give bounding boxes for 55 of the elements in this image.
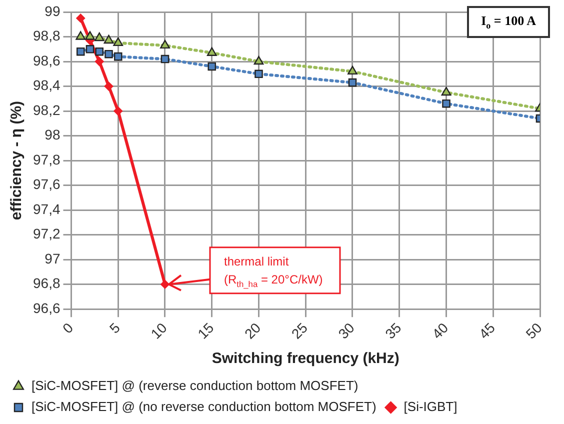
y-tick-label: 98,2	[33, 102, 60, 118]
point	[442, 99, 450, 108]
point	[104, 34, 114, 44]
x-tick-label: 20	[241, 319, 264, 342]
x-axis-title: Switching frequency (kHz)	[212, 350, 400, 368]
point	[94, 32, 104, 42]
x-tick-label: 15	[194, 319, 217, 342]
annotation: I$_{o}$ = 100 A	[467, 6, 550, 38]
point	[254, 56, 264, 65]
point	[114, 52, 122, 61]
y-tick-label: 99	[44, 2, 60, 19]
point	[206, 47, 217, 56]
point	[94, 57, 104, 66]
point	[160, 280, 170, 289]
y-tick-label: 98,4	[33, 77, 60, 94]
x-tick-label: 40	[428, 319, 452, 342]
legend-label: [Si-IGBT]	[404, 399, 458, 414]
y-tick-label: 96,6	[33, 300, 60, 316]
point	[104, 50, 113, 58]
x-tick-label: 10	[148, 319, 170, 342]
legend-label: [SiC-MOSFET] @ (no reverse conduction bottom MOSFET)	[32, 399, 376, 414]
y-tick-label: 98,8	[33, 28, 60, 44]
point	[441, 86, 452, 96]
x-tick-label: 30	[335, 319, 358, 342]
point	[76, 47, 85, 56]
y-tick-label: 97,2	[33, 226, 60, 242]
y-tick-label: 96,8	[33, 275, 60, 292]
x-tick-label: 50	[522, 319, 545, 342]
x-tick-label: 5	[106, 319, 124, 336]
point	[114, 106, 123, 116]
point	[76, 31, 86, 40]
point	[254, 70, 263, 78]
point	[113, 37, 124, 46]
point	[348, 66, 358, 75]
y-tick-label: 97	[44, 250, 60, 266]
x-tick-label: 45	[476, 319, 498, 342]
point	[86, 45, 94, 54]
legend-label: [SiC-MOSFET] @ (reverse conduction bottom MOSFET)	[32, 378, 358, 394]
y-tick-label: 97,8	[33, 151, 60, 168]
y-axis-title: efficiency - η (%)	[8, 100, 26, 220]
y-tick-label: 98	[44, 126, 60, 143]
point	[160, 54, 170, 64]
y-tick-label: 97,6	[33, 176, 60, 192]
point	[76, 14, 86, 23]
x-tick-label: 25	[288, 319, 311, 342]
point	[95, 47, 104, 56]
point	[85, 31, 95, 40]
point	[208, 62, 216, 71]
y-tick-label: 97,4	[33, 200, 60, 217]
point	[348, 78, 357, 87]
y-tick-label: 98,6	[33, 52, 60, 68]
x-tick-label: 35	[382, 319, 404, 342]
x-tick-label: 0	[59, 319, 76, 336]
point	[160, 40, 170, 49]
point	[104, 82, 114, 91]
